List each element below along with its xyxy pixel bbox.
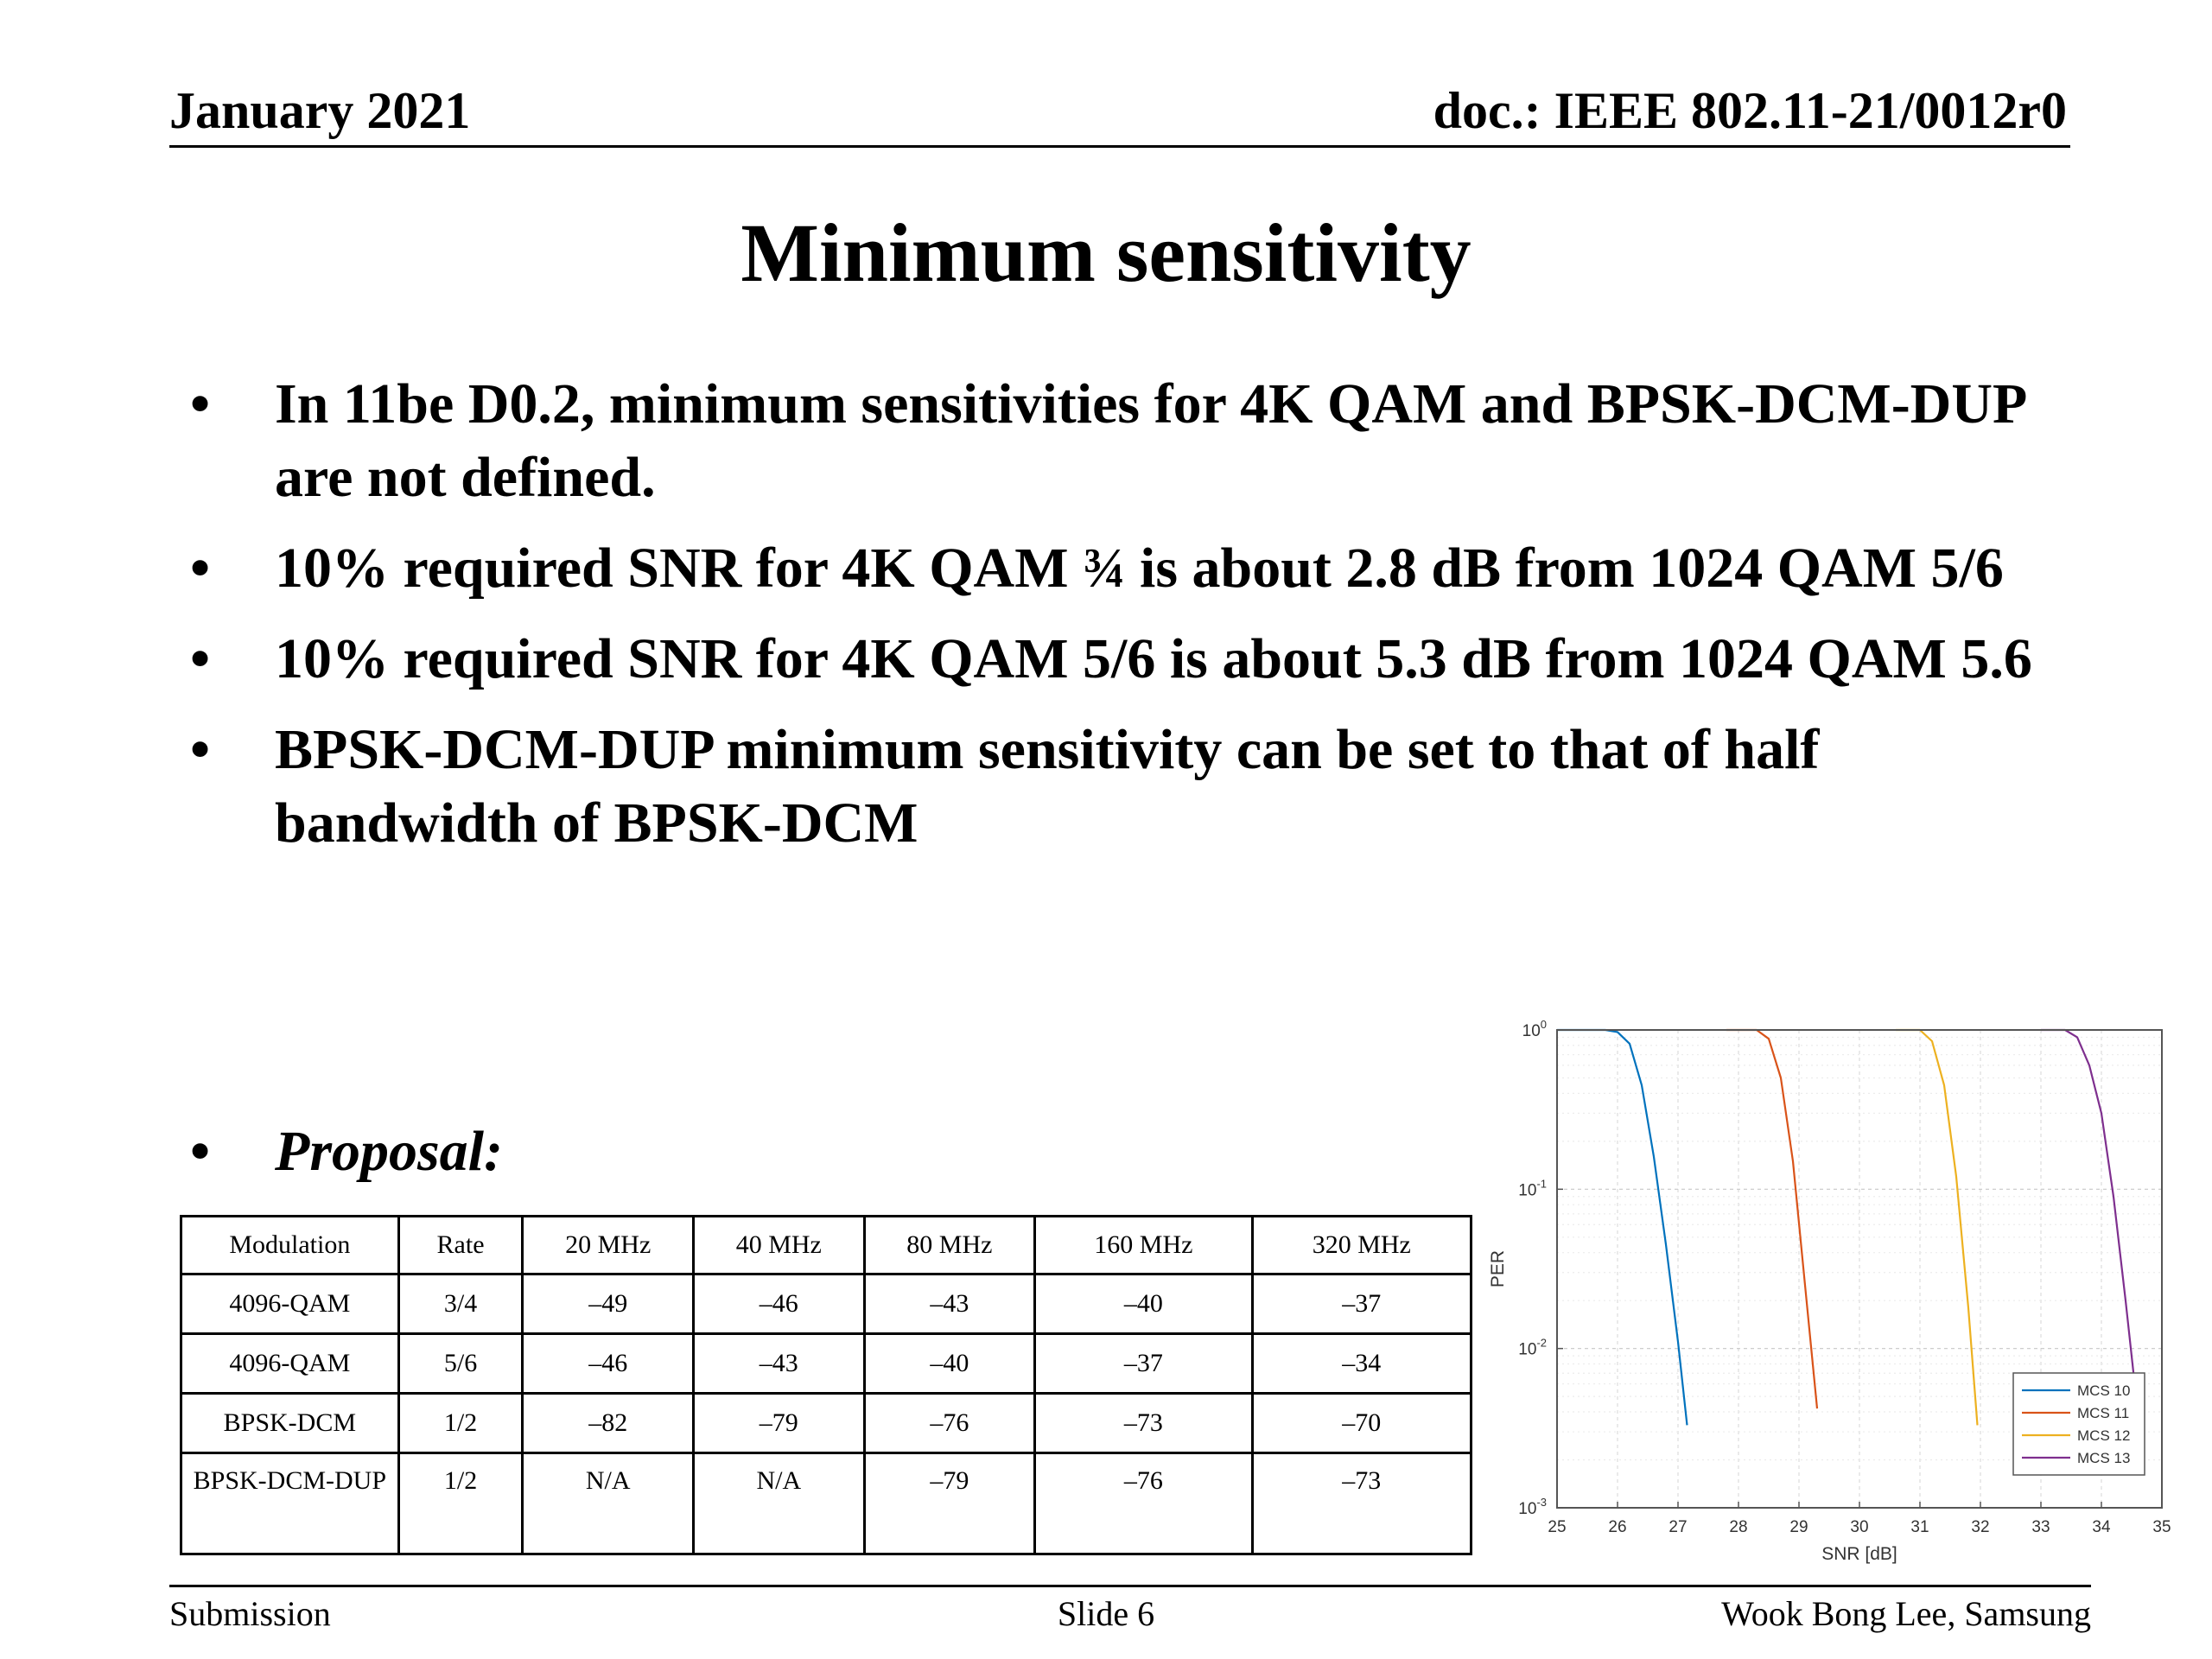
- table-cell: –76: [1033, 1452, 1254, 1555]
- bullet-dot: •: [190, 372, 211, 435]
- chart-legend: MCS 10 MCS 11 MCS 12 MCS 13: [2012, 1372, 2145, 1476]
- bullet-dot: •: [190, 537, 211, 600]
- chart-x-tick-label: 28: [1729, 1518, 1747, 1536]
- chart-x-tick-label: 31: [1910, 1518, 1929, 1536]
- table-cell: –73: [1033, 1392, 1254, 1454]
- header-rule: [169, 145, 2070, 148]
- chart-x-tick-label: 25: [1548, 1518, 1566, 1536]
- bullet-dot: •: [190, 627, 211, 690]
- bullet-item: • 10% required SNR for 4K QAM ¾ is about …: [190, 531, 2074, 605]
- table-cell: BPSK-DCM: [180, 1392, 400, 1454]
- chart-grid: [1556, 1030, 2163, 1509]
- chart-y-tick-label: 10-3: [1518, 1496, 1547, 1518]
- chart-legend-label: MCS 11: [2077, 1405, 2129, 1421]
- table-row: 4096-QAM 5/6 –46 –43 –40 –37 –34: [180, 1332, 1473, 1395]
- footer-left: Submission: [169, 1594, 331, 1633]
- chart-series-line: [1726, 1028, 1819, 1409]
- header-date: January 2021: [169, 82, 471, 139]
- table-cell: –49: [521, 1273, 695, 1335]
- chart-series-line: [1896, 1028, 1979, 1426]
- chart-x-tick-label: 34: [2092, 1518, 2111, 1536]
- table-cell: –79: [862, 1452, 1037, 1555]
- proposal-text: Proposal:: [275, 1120, 503, 1183]
- table-cell: –37: [1250, 1273, 1473, 1335]
- table-cell: –82: [521, 1392, 695, 1454]
- table-cell: –43: [862, 1273, 1037, 1335]
- sensitivity-table: Modulation Rate 20 MHz 40 MHz 80 MHz 160…: [180, 1215, 1473, 1555]
- table-cell: 4096-QAM: [180, 1273, 400, 1335]
- slide-number: Slide 6: [1057, 1594, 1155, 1633]
- bullet-item: • BPSK-DCM-DUP minimum sensitivity can be…: [190, 713, 2074, 860]
- chart-x-tick-label: 35: [2152, 1518, 2171, 1536]
- chart-x-tick-label: 29: [1789, 1518, 1808, 1536]
- bullet-text: BPSK-DCM-DUP minimum sensitivity can be …: [275, 718, 1820, 855]
- table-header-cell: Modulation: [180, 1215, 400, 1275]
- bullet-text: 10% required SNR for 4K QAM 5/6 is about…: [275, 627, 2032, 690]
- table-cell: –43: [691, 1332, 866, 1395]
- chart-y-tick-label: 10-1: [1518, 1177, 1547, 1199]
- chart-series-line: [1557, 1028, 1688, 1426]
- chart-x-tick-label: 30: [1850, 1518, 1868, 1536]
- table-cell: 3/4: [397, 1273, 524, 1335]
- table-cell: 1/2: [397, 1452, 524, 1555]
- chart-y-tick-label: 10-2: [1518, 1337, 1547, 1359]
- proposal-bullet: • Proposal:: [190, 1115, 503, 1188]
- chart-x-tick-label: 33: [2031, 1518, 2050, 1536]
- slide-title: Minimum sensitivity: [741, 207, 1471, 299]
- table-cell: –34: [1250, 1332, 1473, 1395]
- bullet-dot: •: [190, 1120, 211, 1183]
- table-cell: –79: [691, 1392, 866, 1454]
- table-cell: –46: [691, 1273, 866, 1335]
- table-cell: –76: [862, 1392, 1037, 1454]
- table-header-cell: 20 MHz: [521, 1215, 695, 1275]
- table-header-cell: Rate: [397, 1215, 524, 1275]
- table-row: BPSK-DCM-DUP 1/2 N/A N/A –79 –76 –73: [180, 1452, 1473, 1555]
- table-cell: N/A: [691, 1452, 866, 1555]
- table-header-cell: 40 MHz: [691, 1215, 866, 1275]
- footer-rule: [169, 1585, 2091, 1587]
- bullet-item: • 10% required SNR for 4K QAM 5/6 is abou…: [190, 622, 2074, 696]
- header-doc-id: doc.: IEEE 802.11-21/0012r0: [1433, 82, 2067, 139]
- table-cell: N/A: [521, 1452, 695, 1555]
- footer-author: Wook Bong Lee, Samsung: [1721, 1594, 2091, 1633]
- chart-y-axis-label: PER: [1488, 1250, 1508, 1287]
- chart-x-axis-label: SNR [dB]: [1821, 1544, 1897, 1564]
- table-header-cell: 160 MHz: [1033, 1215, 1254, 1275]
- table-cell: 5/6: [397, 1332, 524, 1395]
- table-header-cell: 320 MHz: [1250, 1215, 1473, 1275]
- chart-x-tick-label: 32: [1971, 1518, 1989, 1536]
- bullet-item: • In 11be D0.2, minimum sensitivities for…: [190, 367, 2074, 514]
- bullet-list: • In 11be D0.2, minimum sensitivities for…: [190, 367, 2074, 877]
- table-row: BPSK-DCM 1/2 –82 –79 –76 –73 –70: [180, 1392, 1473, 1454]
- chart-y-tick-label: 100: [1522, 1018, 1547, 1040]
- bullet-text: In 11be D0.2, minimum sensitivities for …: [275, 372, 2024, 509]
- table-cell: BPSK-DCM-DUP: [180, 1452, 400, 1555]
- table-cell: –40: [1033, 1273, 1254, 1335]
- chart-legend-label: MCS 10: [2077, 1382, 2130, 1399]
- table-cell: 4096-QAM: [180, 1332, 400, 1395]
- chart-series-line: [2041, 1028, 2136, 1384]
- bullet-dot: •: [190, 718, 211, 781]
- table-cell: –46: [521, 1332, 695, 1395]
- table-header-cell: 80 MHz: [862, 1215, 1037, 1275]
- chart-lines: [1557, 1028, 2136, 1426]
- chart-x-tick-label: 26: [1608, 1518, 1626, 1536]
- table-cell: –37: [1033, 1332, 1254, 1395]
- table-row: 4096-QAM 3/4 –49 –46 –43 –40 –37: [180, 1273, 1473, 1335]
- chart-legend-label: MCS 13: [2077, 1450, 2130, 1466]
- table-cell: –70: [1250, 1392, 1473, 1454]
- bullet-text: 10% required SNR for 4K QAM ¾ is about 2…: [275, 537, 2004, 600]
- chart-legend-label: MCS 12: [2077, 1427, 2130, 1444]
- table-cell: –40: [862, 1332, 1037, 1395]
- table-cell: 1/2: [397, 1392, 524, 1454]
- table-cell: –73: [1250, 1452, 1473, 1555]
- per-chart: 25 26 27 28 29 30 31 32 33 34 35 100 10-1 10-2 10-3 SN…: [1488, 1018, 2171, 1564]
- chart-ticks: 25 26 27 28 29 30 31 32 33 34 35 100 10-1 10-2 10-3: [1518, 1018, 2171, 1536]
- table-header-row: Modulation Rate 20 MHz 40 MHz 80 MHz 160…: [180, 1215, 1473, 1275]
- chart-x-tick-label: 27: [1669, 1518, 1687, 1536]
